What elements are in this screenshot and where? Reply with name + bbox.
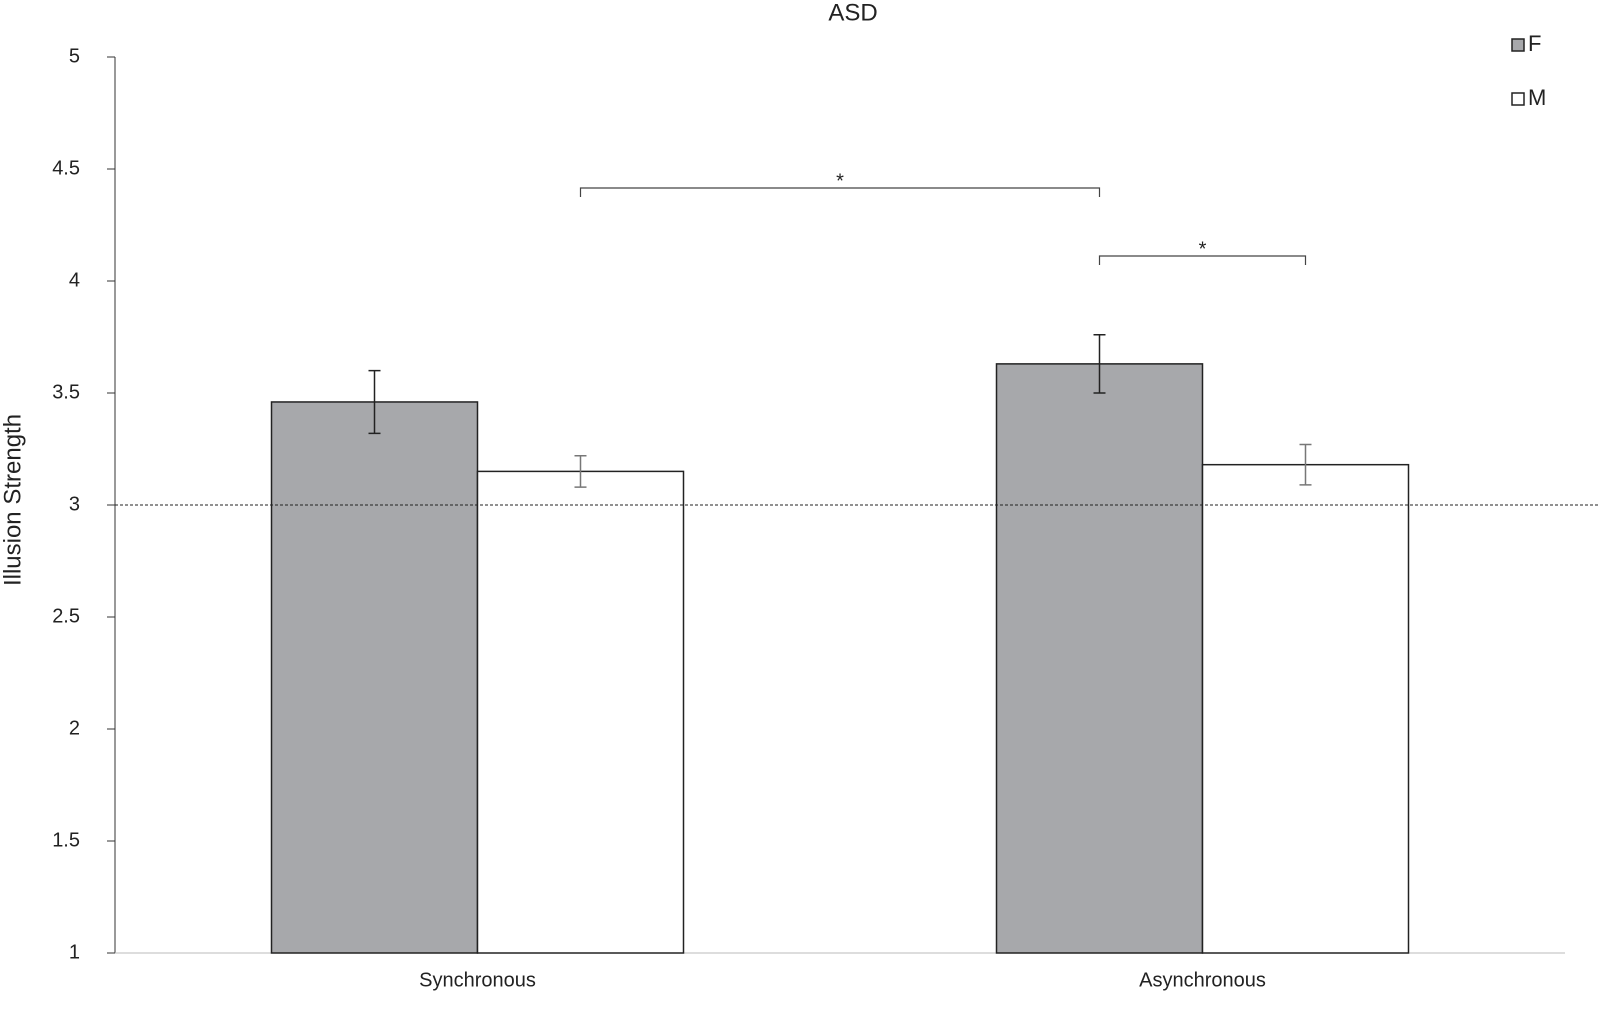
- bar: [270, 401, 479, 954]
- legend-swatch: [1511, 38, 1525, 52]
- legend-label: F: [1528, 31, 1541, 56]
- y-tick-label: 1: [69, 941, 80, 963]
- significance-marker: *: [836, 170, 844, 192]
- y-tick-label: 3.5: [52, 381, 80, 403]
- significance-bracket: [579, 187, 1101, 197]
- y-tick-label: 2: [69, 717, 80, 739]
- y-tick-label: 5: [69, 45, 80, 67]
- legend-label: M: [1528, 85, 1546, 110]
- error-bar: [1093, 334, 1106, 394]
- y-axis-label: Illusion Strength: [0, 414, 26, 586]
- error-bar: [368, 369, 381, 435]
- y-tick-label: 4.5: [52, 157, 80, 179]
- error-bar: [574, 454, 587, 488]
- bar: [1201, 463, 1410, 954]
- x-tick-label: Synchronous: [419, 969, 536, 991]
- y-tick-label: 3: [69, 493, 80, 515]
- significance-bracket: [1098, 255, 1307, 265]
- y-tick-label: 2.5: [52, 605, 80, 627]
- bar: [476, 470, 685, 954]
- legend-swatch: [1511, 92, 1525, 106]
- x-tick-label: Asynchronous: [1139, 969, 1266, 991]
- error-bar: [1299, 443, 1312, 486]
- chart-title: ASD: [828, 0, 877, 26]
- y-tick-label: 1.5: [52, 829, 80, 851]
- y-tick-label: 4: [69, 269, 80, 291]
- significance-marker: *: [1199, 238, 1207, 260]
- bar: [995, 363, 1204, 954]
